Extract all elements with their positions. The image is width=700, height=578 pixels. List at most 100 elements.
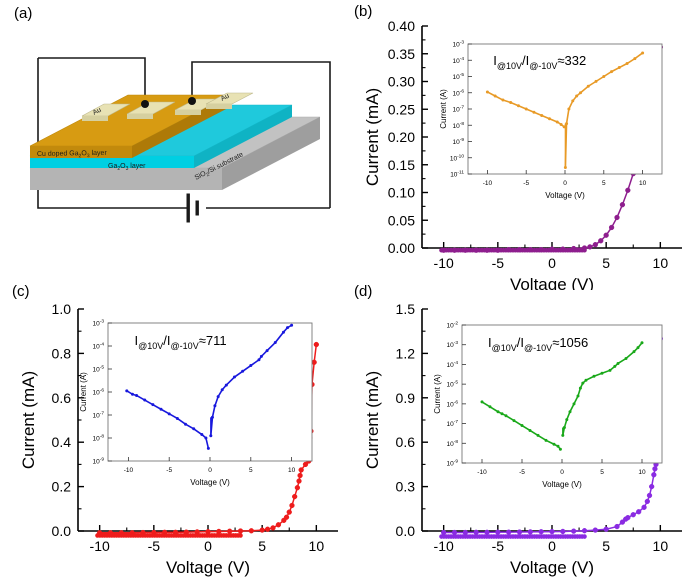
inset-data-point xyxy=(640,341,644,345)
data-point xyxy=(289,502,295,509)
x-tick-label: 5 xyxy=(258,538,266,554)
y-tick-label: 0.0 xyxy=(396,523,416,539)
battery-icon xyxy=(186,193,199,223)
data-point xyxy=(237,528,244,534)
inset-ratio-annotation: I@10V/I@-10V≈332 xyxy=(493,53,586,71)
plot-area: 0.0 0.3 0.6 0.9 1.2 1.5 -10 -5 0 5 10 Voltage (V) Cu… xyxy=(363,301,682,577)
panel-b-tag: (b) xyxy=(354,3,373,20)
inset-data-point xyxy=(600,371,604,375)
inset-data-point xyxy=(257,358,261,362)
x-axis-title: Voltage (V) xyxy=(166,558,250,577)
data-point xyxy=(652,466,658,472)
panel-a-tag: (a) xyxy=(14,5,33,22)
inset-data-point xyxy=(290,323,294,327)
inset-data-point xyxy=(594,79,598,83)
y-tick-label: 0.20 xyxy=(388,129,415,145)
x-tick-label: 10 xyxy=(653,255,669,271)
inset-data-point xyxy=(241,369,245,373)
ga2o3-layer-label: Ga2O3 layer xyxy=(108,163,146,172)
inset-y-tick-label: 10-3 xyxy=(447,340,459,349)
inset-data-point xyxy=(501,98,505,102)
inset-data-point xyxy=(584,378,588,382)
inset-data-point xyxy=(576,394,580,398)
inset-y-tick-label: 10-9 xyxy=(453,137,465,146)
inset-y-tick-label: 10-5 xyxy=(453,72,465,81)
data-point xyxy=(538,529,544,535)
inset-data-point xyxy=(488,405,492,409)
inset-y-axis-title: Current (A) xyxy=(79,372,88,412)
y-tick-label: 0.8 xyxy=(52,345,72,361)
inset-y-tick-label: 10-6 xyxy=(453,88,465,97)
data-point xyxy=(603,526,609,532)
data-point xyxy=(259,527,265,533)
inset-data-point xyxy=(558,447,562,451)
y-tick-label: 1.2 xyxy=(396,345,416,361)
data-point xyxy=(614,214,620,221)
data-point xyxy=(649,483,655,490)
inset-data-point xyxy=(608,368,612,372)
inset-data-point xyxy=(578,386,582,390)
inset-data-point xyxy=(565,418,569,422)
inset-series-positive xyxy=(210,324,292,436)
inset-data-point xyxy=(532,110,536,114)
data-point xyxy=(625,515,631,521)
inset-y-tick-label: 10-3 xyxy=(453,40,465,49)
cu-doped-layer-label: Cu doped Ga2O3 layer xyxy=(37,150,108,160)
inset-data-point xyxy=(579,91,583,95)
inset-y-tick-label: 10-6 xyxy=(447,399,459,408)
x-tick-label: -5 xyxy=(148,538,161,554)
y-tick-label: 0.30 xyxy=(388,74,415,90)
inset-x-tick-label: -10 xyxy=(483,180,493,187)
circuit-wires xyxy=(37,57,331,209)
data-point xyxy=(603,232,609,238)
inset-data-point xyxy=(562,426,566,430)
inset-data-point xyxy=(216,395,220,399)
inset-data-point xyxy=(571,99,575,103)
inset-data-point xyxy=(616,361,620,365)
panel-c-iv-chart: (c) 0.0 0.2 0.4 0.6 0.8 1.0 -10 -5 0 5 10 Voltage (… xyxy=(0,283,350,578)
data-point xyxy=(651,472,657,478)
inset-y-tick-label: 10-9 xyxy=(447,459,459,468)
inset-data-point xyxy=(206,446,210,450)
au-label-right: Au xyxy=(220,93,231,103)
data-point xyxy=(227,528,233,534)
inset-ratio-annotation: I@10V/I@-10V≈1056 xyxy=(488,335,588,353)
inset-data-point xyxy=(552,442,556,446)
panel-d-tag: (d) xyxy=(354,283,373,300)
inset-data-point xyxy=(135,393,139,397)
y-tick-label: 0.00 xyxy=(388,240,415,256)
y-tick-label: 0.25 xyxy=(388,101,415,117)
inset-data-point xyxy=(544,438,548,442)
data-point xyxy=(473,529,479,535)
x-tick-label: 10 xyxy=(653,538,669,554)
inset-y-tick-label: 10-6 xyxy=(93,388,105,397)
inset-x-tick-label: 5 xyxy=(600,469,604,476)
au-pad-contact-left xyxy=(126,100,176,119)
inset-plot: 10-1110-1010-910-810-710-610-510-410-3-1… xyxy=(439,40,663,200)
inset-data-point xyxy=(536,433,540,437)
data-point xyxy=(646,492,653,499)
data-point xyxy=(516,529,523,535)
data-point xyxy=(297,472,303,479)
data-point xyxy=(264,526,271,532)
inset-data-point xyxy=(512,419,516,423)
data-point xyxy=(587,244,593,250)
inset-data-point xyxy=(633,57,637,61)
inset-data-point xyxy=(613,364,617,368)
data-point xyxy=(582,534,587,539)
y-tick-label: 1.5 xyxy=(396,301,416,317)
data-point xyxy=(644,498,650,505)
inset-data-point xyxy=(625,62,629,65)
inset-data-point xyxy=(520,424,524,428)
inset-data-point xyxy=(617,66,621,70)
inset-y-tick-label: 10-7 xyxy=(93,411,105,420)
data-point xyxy=(592,527,598,533)
inset-plot: 10-9 10-8 10-7 10-6 10-5 10-4 10-3 -10 -5 0 5 10 Vol… xyxy=(79,319,313,487)
data-point xyxy=(581,528,588,534)
au-pad-left xyxy=(81,103,131,121)
y-tick-label: 0.35 xyxy=(388,46,415,62)
inset-data-point xyxy=(209,434,213,438)
data-point xyxy=(283,514,290,520)
inset-data-point xyxy=(213,404,217,408)
inset-x-tick-label: -5 xyxy=(523,180,529,187)
